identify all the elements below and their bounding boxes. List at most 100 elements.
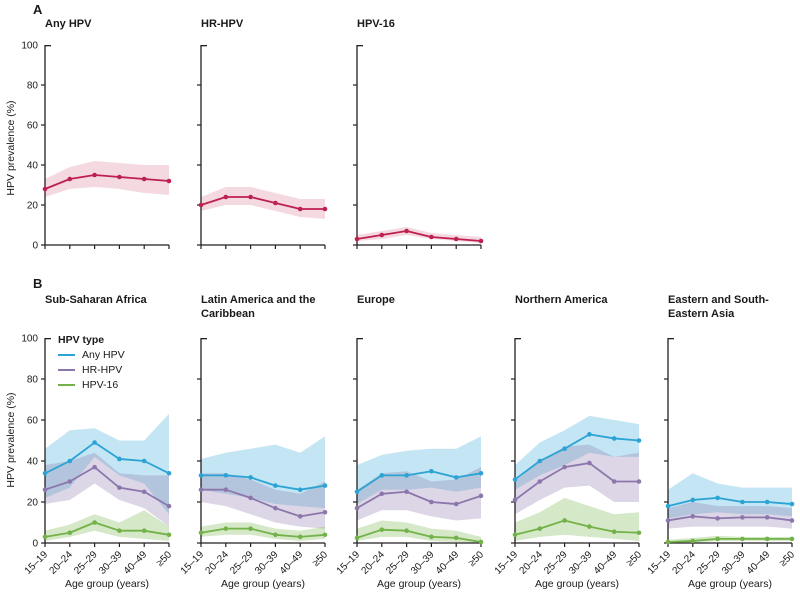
ci-band-hr-hpv-pooled: [201, 187, 325, 219]
subplot-chart-hpv-16: [353, 45, 484, 249]
data-point-hpv-16-pooled: [379, 232, 385, 238]
data-point-any-hpv: [478, 471, 484, 476]
data-point-any-hpv: [223, 473, 229, 478]
legend-swatch-any-hpv: [58, 353, 75, 357]
data-point-hpv-16: [740, 536, 745, 542]
x-tick-label: 20–24: [670, 549, 698, 577]
data-point-any-hpv: [636, 438, 642, 443]
data-point-hr-hpv: [404, 489, 409, 495]
x-tick-label: ≥50: [778, 549, 798, 569]
data-point-hpv-16: [248, 526, 253, 531]
x-tick-label: 25–29: [228, 549, 256, 577]
ci-band-hr-hpv: [515, 444, 639, 515]
panel-a-label: A: [33, 2, 43, 17]
series-line-hr-hpv-pooled: [200, 196, 325, 210]
data-point-any-hpv: [42, 471, 48, 476]
x-tick-label: 20–24: [359, 549, 387, 577]
data-point-any-hpv: [740, 499, 745, 505]
data-point-hr-hpv: [611, 479, 617, 484]
data-point-hpv-16: [512, 532, 518, 538]
series-line-any-hpv-pooled: [44, 174, 170, 190]
x-tick-label: 15–19: [646, 549, 674, 577]
data-point-any-hpv-pooled: [141, 176, 147, 182]
x-tick-label: 40–49: [122, 549, 150, 577]
data-point-any-hpv: [248, 475, 253, 480]
y-tick-label: 80: [27, 375, 39, 386]
x-tick-label: ≥50: [311, 549, 331, 569]
data-point-hpv-16: [764, 536, 770, 542]
data-point-hr-hpv-pooled: [273, 200, 278, 206]
data-point-hr-hpv: [42, 487, 48, 492]
data-point-any-hpv: [690, 497, 696, 503]
data-point-hpv-16: [42, 534, 48, 540]
series-line-any-hpv: [667, 496, 793, 507]
x-tick-label: 25–29: [72, 549, 100, 577]
data-point-hr-hpv: [562, 464, 567, 470]
ci-band-any-hpv: [357, 436, 481, 505]
data-point-hr-hpv: [297, 514, 303, 519]
legend-entry-hpv-16: HPV-16: [58, 379, 125, 391]
data-point-hpv-16: [354, 535, 360, 541]
x-tick-label: 40–49: [745, 549, 773, 577]
data-point-hpv-16: [690, 538, 696, 544]
data-point-hpv-16: [404, 528, 409, 533]
data-point-any-hpv: [92, 440, 97, 445]
data-point-any-hpv: [166, 471, 172, 476]
data-point-any-hpv-pooled: [92, 172, 97, 178]
data-point-any-hpv: [789, 501, 795, 507]
x-tick-label: 30–39: [409, 549, 437, 577]
data-point-hpv-16: [141, 528, 147, 533]
subplot-chart-any-hpv: 0 20 40 60 80 100: [21, 41, 172, 252]
y-tick-label: 80: [27, 81, 39, 92]
data-point-hr-hpv-pooled: [198, 202, 204, 208]
series-line-hr-hpv: [356, 490, 482, 509]
data-point-hr-hpv: [478, 493, 484, 499]
subplot-title-sub-saharan-africa: Sub-Saharan Africa: [45, 294, 147, 306]
data-point-hpv-16-pooled: [453, 236, 459, 242]
data-point-any-hpv: [611, 436, 617, 441]
data-point-hr-hpv: [789, 518, 795, 523]
data-point-hr-hpv: [92, 464, 97, 470]
data-point-any-hpv: [665, 503, 671, 509]
data-point-any-hpv: [379, 473, 385, 478]
data-point-hpv-16-pooled: [478, 238, 484, 244]
data-point-hr-hpv: [141, 489, 147, 495]
data-point-hr-hpv-pooled: [297, 206, 303, 212]
data-point-hr-hpv: [764, 515, 770, 520]
x-tick-label: 40–49: [278, 549, 306, 577]
data-point-any-hpv: [322, 483, 328, 488]
y-tick-label: 0: [32, 241, 38, 252]
data-point-any-hpv: [562, 446, 567, 451]
x-tick-label: 20–24: [203, 549, 231, 577]
data-point-hr-hpv: [512, 497, 518, 503]
legend-entry-hr-hpv: HR-HPV: [58, 364, 125, 376]
data-point-any-hpv: [404, 473, 409, 478]
ci-band-hpv-16: [45, 510, 169, 541]
ci-band-any-hpv-pooled: [45, 161, 169, 197]
series-line-hpv-16-pooled: [356, 230, 482, 242]
data-point-any-hpv: [537, 458, 543, 464]
data-point-hpv-16: [273, 532, 278, 538]
x-tick-label: 30–39: [567, 549, 595, 577]
data-point-hpv-16: [636, 530, 642, 536]
data-point-hpv-16: [322, 532, 328, 538]
data-point-hr-hpv: [587, 460, 592, 466]
data-point-hpv-16: [117, 528, 122, 533]
series-line-any-hpv: [44, 441, 170, 475]
data-point-any-hpv-pooled: [166, 178, 172, 184]
subplot-title-northern-america: Northern America: [515, 294, 608, 306]
data-point-hr-hpv: [198, 487, 204, 492]
data-point-hr-hpv: [715, 516, 720, 521]
x-tick-label: 25–29: [384, 549, 412, 577]
legend-entry-any-hpv: Any HPV: [58, 349, 125, 361]
y-axis-label-panel-b: HPV prevalence (%): [5, 392, 17, 488]
data-point-hpv-16: [67, 530, 73, 536]
ci-band-hr-hpv: [45, 452, 169, 527]
y-tick-label: 20: [27, 498, 39, 509]
data-point-hr-hpv: [322, 509, 328, 515]
data-point-hr-hpv: [166, 503, 172, 509]
data-point-hpv-16: [789, 536, 795, 542]
